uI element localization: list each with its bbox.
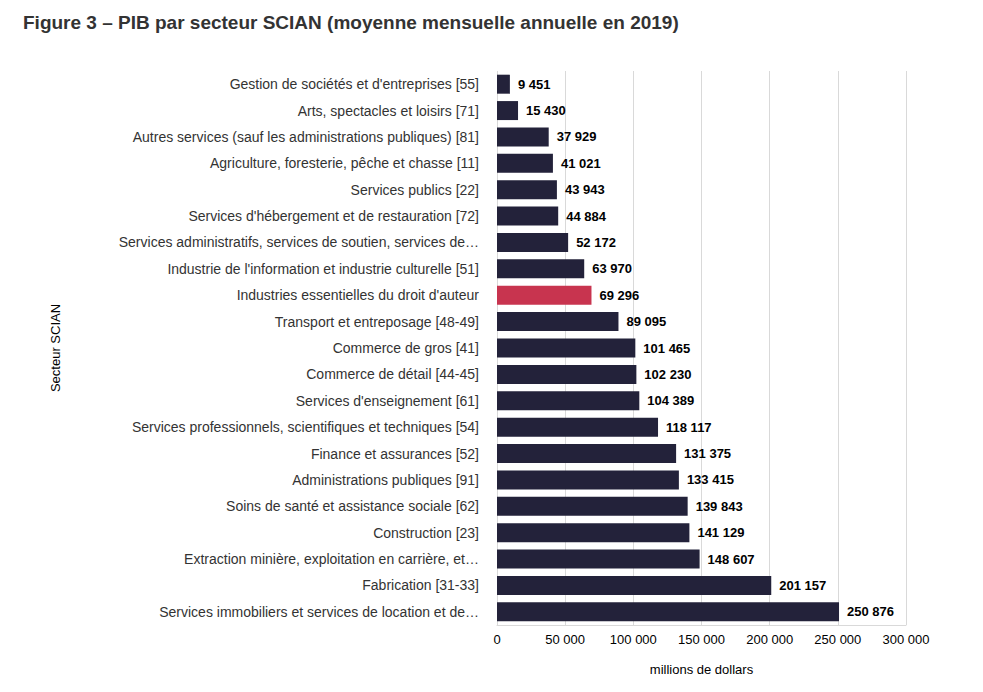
svg-text:89 095: 89 095 xyxy=(626,314,666,329)
svg-text:0: 0 xyxy=(493,632,500,647)
svg-text:Commerce de détail [44-45]: Commerce de détail [44-45] xyxy=(306,366,479,382)
svg-text:Agriculture, foresterie, pêche: Agriculture, foresterie, pêche et chasse… xyxy=(210,155,479,171)
svg-text:250 000: 250 000 xyxy=(814,632,861,647)
svg-text:Fabrication [31-33]: Fabrication [31-33] xyxy=(362,577,479,593)
svg-text:Services professionnels, scien: Services professionnels, scientifiques e… xyxy=(132,419,479,435)
svg-text:Extraction minière, exploitati: Extraction minière, exploitation en carr… xyxy=(184,551,479,567)
svg-text:Services d'hébergement et de r: Services d'hébergement et de restauratio… xyxy=(188,208,479,224)
svg-text:Secteur SCIAN: Secteur SCIAN xyxy=(48,304,63,392)
svg-text:52 172: 52 172 xyxy=(576,235,616,250)
svg-text:Transport et entreposage [48-4: Transport et entreposage [48-49] xyxy=(275,314,479,330)
svg-text:Industries essentielles du dro: Industries essentielles du droit d'auteu… xyxy=(237,287,480,303)
svg-text:Autres services (sauf les admi: Autres services (sauf les administration… xyxy=(133,129,479,145)
svg-text:37 929: 37 929 xyxy=(557,129,597,144)
svg-text:Services immobiliers et servic: Services immobiliers et services de loca… xyxy=(159,604,479,620)
svg-text:131 375: 131 375 xyxy=(684,446,731,461)
svg-text:44 884: 44 884 xyxy=(566,209,607,224)
svg-text:Arts, spectacles et loisirs [7: Arts, spectacles et loisirs [71] xyxy=(298,103,479,119)
svg-text:Industrie de l'information et: Industrie de l'information et industrie … xyxy=(167,261,479,277)
svg-text:139 843: 139 843 xyxy=(696,499,743,514)
svg-text:Gestion de sociétés et d'entre: Gestion de sociétés et d'entreprises [55… xyxy=(230,76,479,92)
svg-text:104 389: 104 389 xyxy=(647,393,694,408)
svg-text:9 451: 9 451 xyxy=(518,77,551,92)
svg-text:133 415: 133 415 xyxy=(687,472,734,487)
svg-text:50 000: 50 000 xyxy=(545,632,585,647)
svg-text:118 117: 118 117 xyxy=(666,420,712,435)
svg-text:Services publics [22]: Services publics [22] xyxy=(351,182,479,198)
svg-text:Construction [23]: Construction [23] xyxy=(373,525,479,541)
svg-text:63 970: 63 970 xyxy=(592,261,632,276)
svg-text:Administrations publiques [91]: Administrations publiques [91] xyxy=(292,472,479,488)
svg-text:43 943: 43 943 xyxy=(565,182,605,197)
svg-text:101 465: 101 465 xyxy=(643,341,690,356)
svg-text:69 296: 69 296 xyxy=(599,288,639,303)
svg-text:millions de dollars: millions de dollars xyxy=(650,662,754,677)
svg-text:15 430: 15 430 xyxy=(526,103,566,118)
svg-text:250 876: 250 876 xyxy=(847,604,894,619)
svg-text:100 000: 100 000 xyxy=(610,632,657,647)
svg-text:Commerce de gros [41]: Commerce de gros [41] xyxy=(333,340,479,356)
svg-text:Services d'enseignement [61]: Services d'enseignement [61] xyxy=(296,393,479,409)
svg-text:Figure 3 – PIB par secteur SCI: Figure 3 – PIB par secteur SCIAN (moyenn… xyxy=(23,12,679,33)
svg-text:150 000: 150 000 xyxy=(678,632,725,647)
svg-text:200 000: 200 000 xyxy=(746,632,793,647)
svg-text:141 129: 141 129 xyxy=(697,525,744,540)
svg-text:Soins de santé et assistance s: Soins de santé et assistance sociale [62… xyxy=(226,498,479,514)
svg-text:102 230: 102 230 xyxy=(644,367,691,382)
svg-text:Services administratifs, servi: Services administratifs, services de sou… xyxy=(119,234,479,250)
svg-text:300 000: 300 000 xyxy=(883,632,930,647)
svg-text:41 021: 41 021 xyxy=(561,156,601,171)
svg-text:Finance et assurances [52]: Finance et assurances [52] xyxy=(311,446,479,462)
svg-text:201 157: 201 157 xyxy=(779,578,826,593)
svg-text:148 607: 148 607 xyxy=(708,552,755,567)
